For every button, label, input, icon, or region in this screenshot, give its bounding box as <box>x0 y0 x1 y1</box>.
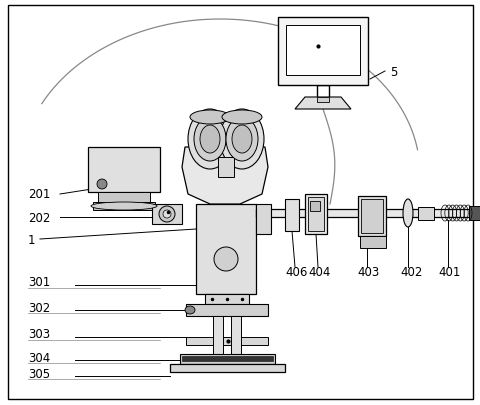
Bar <box>359 237 385 248</box>
Bar <box>286 26 359 76</box>
Bar <box>169 364 285 372</box>
Ellipse shape <box>226 118 257 162</box>
Bar <box>468 207 480 220</box>
Ellipse shape <box>200 126 219 153</box>
Ellipse shape <box>185 306 194 314</box>
Text: 406: 406 <box>285 265 307 278</box>
Text: 305: 305 <box>28 367 50 379</box>
Text: 5: 5 <box>389 65 396 78</box>
Bar <box>88 148 160 192</box>
Bar <box>285 200 299 231</box>
Bar <box>309 202 319 211</box>
Text: 403: 403 <box>356 265 378 278</box>
Bar <box>357 196 385 237</box>
Ellipse shape <box>402 200 412 228</box>
Bar <box>98 192 150 202</box>
Text: 401: 401 <box>437 265 459 278</box>
Ellipse shape <box>222 111 262 125</box>
Bar <box>304 194 326 234</box>
Bar <box>152 205 181 224</box>
Bar <box>213 316 223 371</box>
Polygon shape <box>181 148 267 205</box>
Ellipse shape <box>214 247 238 271</box>
Text: 202: 202 <box>28 211 50 224</box>
Bar <box>316 98 328 103</box>
Bar <box>93 202 155 211</box>
Ellipse shape <box>91 202 156 211</box>
Bar <box>360 200 382 233</box>
Ellipse shape <box>188 110 231 170</box>
Text: 201: 201 <box>28 188 50 201</box>
Ellipse shape <box>97 179 107 190</box>
Ellipse shape <box>190 111 229 125</box>
Bar <box>255 209 475 217</box>
Ellipse shape <box>193 118 226 162</box>
Ellipse shape <box>219 110 264 170</box>
Text: 1: 1 <box>28 233 36 246</box>
Bar <box>217 158 233 177</box>
Bar <box>186 304 267 316</box>
Bar <box>204 294 249 304</box>
Bar <box>277 18 367 86</box>
Bar <box>230 316 240 371</box>
Bar <box>186 337 267 345</box>
Bar <box>181 356 273 361</box>
Text: 303: 303 <box>28 328 50 341</box>
Bar <box>307 198 324 231</box>
Text: 301: 301 <box>28 276 50 289</box>
Ellipse shape <box>231 126 252 153</box>
Polygon shape <box>294 98 350 110</box>
Bar <box>255 205 270 234</box>
Text: 402: 402 <box>399 265 421 278</box>
Bar <box>180 354 275 364</box>
Ellipse shape <box>159 207 175 222</box>
Text: 302: 302 <box>28 301 50 314</box>
Text: 304: 304 <box>28 351 50 364</box>
Bar <box>417 207 433 220</box>
Ellipse shape <box>163 211 171 218</box>
Text: 404: 404 <box>307 265 330 278</box>
Bar <box>195 205 255 294</box>
